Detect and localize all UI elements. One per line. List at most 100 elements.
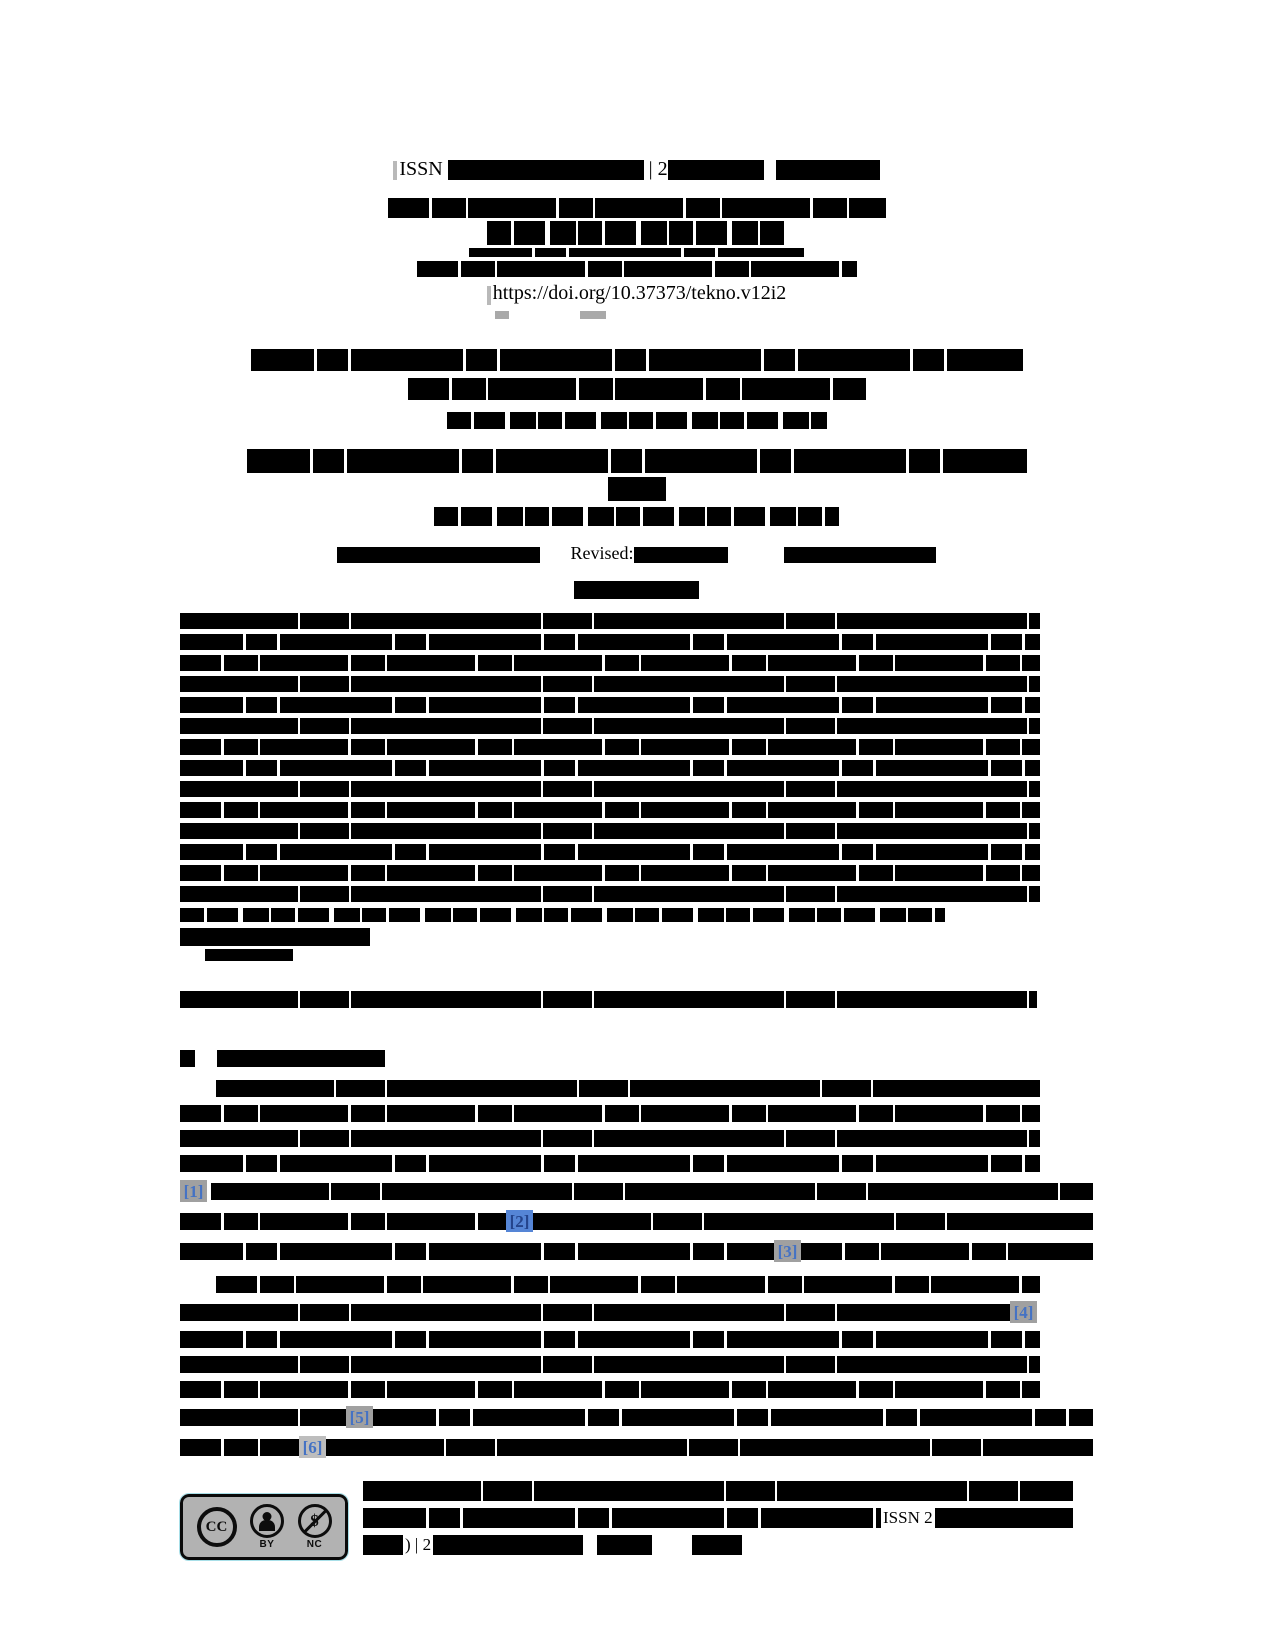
redacted-text	[211, 1182, 1093, 1200]
noncommercial-dollar-icon: $	[297, 1504, 332, 1539]
redacted-text-bar	[180, 634, 1040, 651]
redacted-accepted-date	[784, 547, 936, 564]
redacted-text-bar	[180, 886, 1040, 903]
article-title-redacted	[180, 349, 1093, 401]
by-label: BY	[259, 1539, 275, 1551]
intro-paragraph-2: [4] [5] [6]	[180, 1276, 1093, 1459]
redacted-text	[180, 1438, 299, 1456]
redacted-text-bar	[446, 412, 827, 430]
citation-ref-1[interactable]: [1]	[180, 1180, 207, 1203]
redacted-footer-text	[692, 1535, 743, 1556]
citation-ref-5[interactable]: [5]	[346, 1406, 373, 1429]
gray-mark	[495, 311, 509, 320]
doi-line: https://doi.org/10.37373/tekno.v12i2	[180, 282, 1093, 306]
redacted-text-bar	[180, 844, 1040, 861]
authors-redacted	[180, 412, 1093, 430]
citation-ref-6[interactable]: [6]	[299, 1436, 326, 1459]
citation-ref-3[interactable]: [3]	[774, 1240, 801, 1263]
redacted-footer-text	[363, 1481, 1073, 1502]
abstract-body-redacted	[180, 613, 1093, 903]
section-heading-redacted	[180, 1050, 1093, 1068]
redacted-text-bar	[180, 928, 370, 947]
redacted-text	[373, 1408, 1093, 1426]
redacted-footer-text	[363, 1508, 881, 1529]
affiliations-redacted	[180, 449, 1093, 502]
redacted-text-bar	[180, 718, 1040, 735]
redacted-text	[326, 1438, 1093, 1456]
redacted-text-bar	[180, 908, 945, 923]
keywords-redacted	[180, 908, 1093, 962]
abstract-heading-redacted	[180, 581, 1093, 600]
redacted-received-date	[337, 547, 540, 564]
redacted-text	[180, 1331, 1040, 1349]
doi-link[interactable]: https://doi.org/10.37373/tekno.v12i2	[492, 282, 787, 305]
redacted-text-bar	[387, 198, 886, 219]
nc-label: NC	[306, 1539, 323, 1551]
selection-artifact	[486, 286, 491, 306]
redacted-footer-text	[597, 1535, 653, 1556]
selection-artifact	[393, 160, 398, 180]
intro-paragraph-1: [1] [2] [3]	[180, 1080, 1093, 1263]
redacted-text	[180, 1381, 1040, 1399]
redacted-text	[180, 1155, 1040, 1173]
redacted-text-bar	[180, 781, 1040, 798]
journal-name-redacted	[180, 198, 1093, 258]
redacted-footer-text	[433, 1535, 584, 1556]
redacted-issn-number-2	[667, 160, 764, 181]
redacted-text-bar	[180, 655, 1040, 672]
redacted-text-bar	[180, 613, 1040, 630]
redacted-text-bar	[469, 248, 804, 258]
redacted-text-bar	[180, 697, 1040, 714]
redacted-text-bar	[416, 261, 857, 278]
by-column: BY	[250, 1504, 284, 1550]
issn-label: ISSN	[399, 158, 443, 180]
redacted-text-bar	[246, 449, 1027, 474]
redacted-text-bar	[180, 760, 1040, 777]
redacted-text	[801, 1242, 1093, 1260]
redacted-text-bar	[250, 349, 1023, 372]
redacted-section-number	[180, 1050, 195, 1068]
dates-line: Revised:	[180, 543, 1093, 563]
redacted-text-bar	[180, 865, 1040, 882]
redacted-text	[533, 1212, 1093, 1230]
redacted-text-bar	[607, 477, 666, 502]
page-footer: CC BY $ NC	[179, 1481, 1093, 1562]
redacted-text	[180, 1408, 346, 1426]
citation-ref-2[interactable]: [2]	[506, 1210, 533, 1233]
cc-icon: CC	[196, 1507, 237, 1548]
redacted-text-bar	[180, 802, 1040, 819]
redacted-text-bar	[434, 507, 839, 527]
redacted-text	[180, 1130, 1040, 1148]
redacted-text-bar	[180, 823, 1040, 840]
redacted-text-bar	[486, 221, 787, 246]
redacted-text-bar	[205, 949, 293, 962]
redacted-text	[216, 1276, 1040, 1294]
cc-by-nc-license-badge[interactable]: CC BY $ NC	[179, 1493, 349, 1562]
footer-journal-info: ISSN 2 ) | 2	[363, 1481, 1073, 1556]
redacted-text	[180, 1212, 506, 1230]
redacted-text-bar	[407, 378, 866, 401]
journal-publisher-redacted	[180, 261, 1093, 278]
redacted-issn-number-3	[775, 160, 880, 181]
redacted-footer-text	[363, 1535, 403, 1556]
masthead-issn-line: ISSN | 2	[180, 158, 1093, 181]
redacted-text-bar	[180, 676, 1040, 693]
footer-issn-fragment: ISSN 2	[881, 1508, 935, 1529]
redacted-text-bar	[180, 739, 1040, 756]
issn-separator-fragment: | 2	[648, 158, 668, 180]
doi-underline-marks	[180, 311, 1093, 320]
redacted-text-bar	[574, 581, 699, 600]
redacted-text	[180, 1303, 1010, 1321]
citation-line-redacted	[180, 991, 1093, 1009]
redacted-footer-text	[934, 1508, 1073, 1529]
cc-logo-column: CC	[196, 1507, 237, 1548]
redacted-text-bar	[180, 991, 1037, 1009]
citation-ref-4[interactable]: [4]	[1010, 1301, 1037, 1324]
revised-label: Revised:	[570, 543, 634, 564]
redacted-section-title	[217, 1050, 385, 1068]
redacted-text	[180, 1242, 774, 1260]
footer-issue-fragment: ) | 2	[403, 1535, 434, 1556]
attribution-person-icon	[250, 1504, 284, 1539]
email-redacted	[180, 507, 1093, 527]
